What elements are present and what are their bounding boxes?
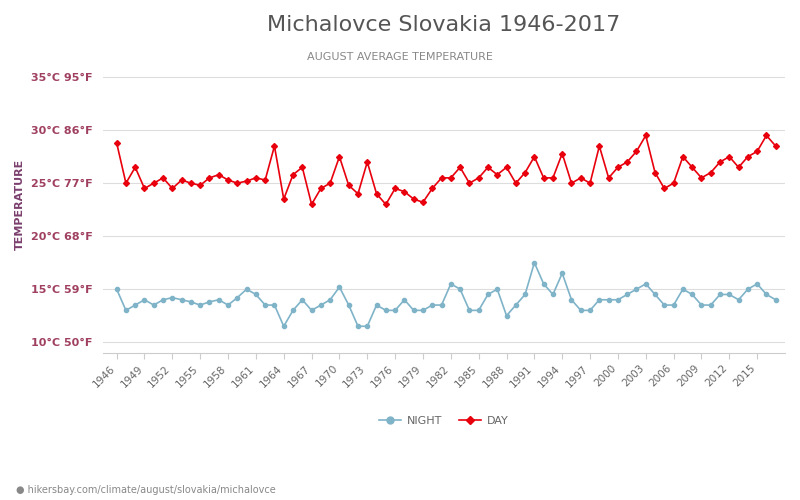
Y-axis label: TEMPERATURE: TEMPERATURE: [15, 159, 25, 250]
Title: Michalovce Slovakia 1946-2017: Michalovce Slovakia 1946-2017: [267, 15, 621, 35]
Text: AUGUST AVERAGE TEMPERATURE: AUGUST AVERAGE TEMPERATURE: [307, 52, 493, 62]
Legend: NIGHT, DAY: NIGHT, DAY: [374, 412, 513, 430]
Text: ● hikersbay.com/climate/august/slovakia/michalovce: ● hikersbay.com/climate/august/slovakia/…: [16, 485, 276, 495]
